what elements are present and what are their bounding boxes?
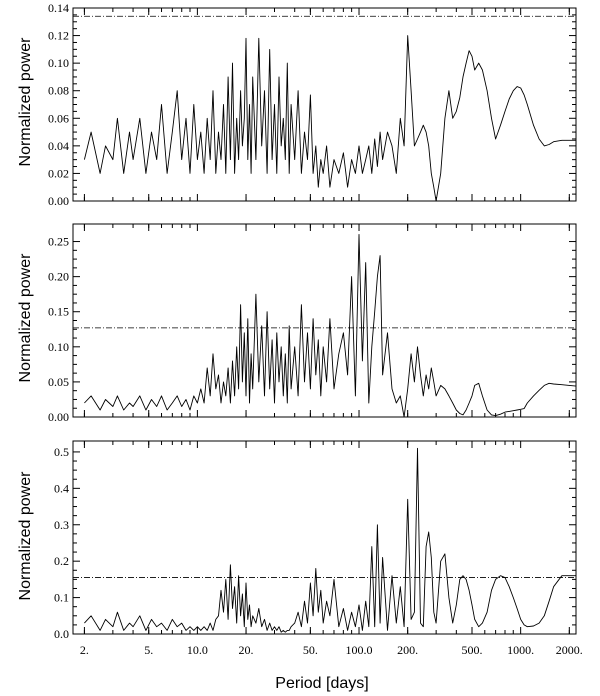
panel-middle: 0.00 0.05 0.10 0.15 0.20 0.25 bbox=[48, 223, 577, 424]
y-tick-label: 0.4 bbox=[54, 481, 69, 495]
y-tick-label: 0.1 bbox=[54, 591, 69, 605]
y-axis-label-bottom: Normalized power bbox=[17, 471, 34, 601]
x-tick-label: 2000. bbox=[556, 643, 583, 657]
y-tick-label: 0.20 bbox=[48, 270, 69, 284]
y-tick-label: 0.5 bbox=[54, 445, 69, 459]
x-tick-label: 20. bbox=[239, 643, 254, 657]
x-tick-label: 100.0 bbox=[346, 643, 373, 657]
plot-frame bbox=[72, 223, 577, 418]
periodogram-line bbox=[83, 35, 576, 202]
periodogram-line bbox=[84, 447, 576, 633]
panel-bottom: 0.0 0.1 0.2 0.3 0.4 0.5 bbox=[54, 440, 577, 641]
y-tick-label: 0.08 bbox=[48, 84, 69, 98]
x-tick-label: 2. bbox=[80, 643, 89, 657]
y-tick-label: 0.3 bbox=[54, 518, 69, 532]
y-tick-label: 0.25 bbox=[48, 235, 69, 249]
y-tick-label: 0.10 bbox=[48, 56, 69, 70]
y-tick-label: 0.14 bbox=[48, 1, 69, 15]
y-tick-label: 0.12 bbox=[48, 29, 69, 43]
y-tick-label: 0.06 bbox=[48, 111, 69, 125]
x-tick-label: 50. bbox=[303, 643, 318, 657]
y-tick-label: 0.00 bbox=[48, 410, 69, 424]
y-axis-label-middle: Normalized power bbox=[17, 253, 34, 383]
y-tick-label: 0.02 bbox=[48, 166, 69, 180]
y-tick-label: 0.15 bbox=[48, 305, 69, 319]
y-tick-label: 0.10 bbox=[48, 340, 69, 354]
periodogram-line bbox=[84, 234, 577, 418]
y-tick-label: 0.05 bbox=[48, 375, 69, 389]
plot-frame bbox=[72, 440, 577, 635]
plot-frame bbox=[72, 7, 577, 202]
panel-top: 0.00 0.02 0.04 0.06 0.08 0.10 0.12 0.14 bbox=[48, 1, 577, 208]
y-tick-label: 0.00 bbox=[48, 194, 69, 208]
x-tick-label: 10.0 bbox=[187, 643, 208, 657]
y-tick-label: 0.2 bbox=[54, 554, 69, 568]
x-tick-label: 1000. bbox=[507, 643, 534, 657]
y-axis-label-top: Normalized power bbox=[17, 37, 34, 167]
x-axis-label: Period [days] bbox=[275, 675, 368, 692]
x-tick-label: 5. bbox=[144, 643, 153, 657]
y-tick-label: 0.0 bbox=[54, 627, 69, 641]
x-tick-label: 200. bbox=[397, 643, 418, 657]
y-tick-label: 0.04 bbox=[48, 139, 69, 153]
x-tick-label: 500. bbox=[461, 643, 482, 657]
